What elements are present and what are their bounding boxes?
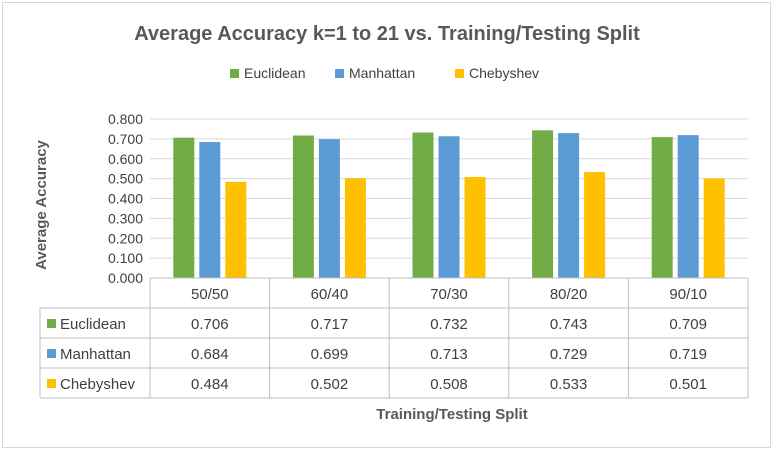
y-axis-label: Average Accuracy	[33, 139, 50, 269]
legend-swatch-chebyshev	[455, 69, 464, 78]
bar-chebyshev-70-30	[464, 177, 486, 278]
table-cell: 0.719	[669, 346, 707, 363]
y-tick-label: 0.400	[108, 191, 143, 207]
y-axis-ticks: 0.000 0.100 0.200 0.300 0.400 0.500 0.600 0.700…	[108, 111, 143, 286]
x-tick-label: 60/40	[311, 286, 349, 303]
bar-chebyshev-50-50	[225, 181, 247, 278]
table-row-label-chebyshev: Chebyshev	[60, 376, 136, 393]
table-cell: 0.684	[191, 346, 229, 363]
x-tick-label: 90/10	[669, 286, 707, 303]
legend-swatch-euclidean	[230, 69, 239, 78]
table-swatch-euclidean	[47, 319, 56, 328]
legend-label-manhattan: Manhattan	[349, 65, 415, 81]
table-cell: 0.713	[430, 346, 468, 363]
chart-frame	[2, 2, 771, 448]
x-tick-label: 50/50	[191, 286, 229, 303]
table-row-label-manhattan: Manhattan	[60, 346, 131, 363]
table-row-label-euclidean: Euclidean	[60, 316, 126, 333]
y-tick-label: 0.100	[108, 250, 143, 266]
table-cell: 0.743	[550, 316, 588, 333]
x-tick-label: 70/30	[430, 286, 468, 303]
bar-chebyshev-60-40	[344, 178, 366, 278]
bar-manhattan-70-30	[438, 136, 460, 278]
table-cell: 0.729	[550, 346, 588, 363]
table-cell: 0.533	[550, 376, 588, 393]
bars	[173, 130, 725, 278]
x-axis-label: Training/Testing Split	[376, 406, 527, 423]
bar-euclidean-60-40	[292, 135, 314, 278]
table-cell: 0.717	[311, 316, 349, 333]
bar-manhattan-60-40	[318, 139, 340, 278]
chart-title: Average Accuracy k=1 to 21 vs. Training/…	[134, 23, 640, 45]
data-table: 50/50 60/40 70/30 80/20 90/10 Euclidean 0.706 0…	[39, 277, 749, 399]
table-cell: 0.709	[669, 316, 707, 333]
table-cell: 0.732	[430, 316, 468, 333]
bar-euclidean-50-50	[173, 137, 195, 278]
bar-manhattan-80-20	[558, 133, 580, 278]
bar-manhattan-90-10	[677, 135, 699, 278]
legend: Euclidean Manhattan Chebyshev	[230, 65, 539, 81]
y-tick-label: 0.200	[108, 230, 143, 246]
y-tick-label: 0.000	[108, 270, 143, 286]
legend-label-euclidean: Euclidean	[244, 65, 306, 81]
legend-label-chebyshev: Chebyshev	[469, 65, 539, 81]
table-swatch-chebyshev	[47, 379, 56, 388]
y-tick-label: 0.600	[108, 151, 143, 167]
y-tick-label: 0.500	[108, 171, 143, 187]
y-tick-label: 0.300	[108, 210, 143, 226]
table-cell: 0.502	[311, 376, 349, 393]
bar-chebyshev-90-10	[703, 178, 725, 278]
table-cell: 0.699	[311, 346, 349, 363]
table-swatch-manhattan	[47, 349, 56, 358]
y-tick-label: 0.800	[108, 111, 143, 127]
table-cell: 0.706	[191, 316, 229, 333]
table-cell: 0.508	[430, 376, 468, 393]
bar-chebyshev-80-20	[584, 172, 606, 278]
table-cell: 0.501	[669, 376, 707, 393]
legend-swatch-manhattan	[335, 69, 344, 78]
bar-euclidean-70-30	[412, 132, 434, 278]
x-tick-label: 80/20	[550, 286, 588, 303]
table-cell: 0.484	[191, 376, 229, 393]
bar-euclidean-80-20	[532, 130, 554, 278]
bar-euclidean-90-10	[651, 137, 673, 278]
bar-manhattan-50-50	[199, 142, 221, 278]
y-tick-label: 0.700	[108, 131, 143, 147]
